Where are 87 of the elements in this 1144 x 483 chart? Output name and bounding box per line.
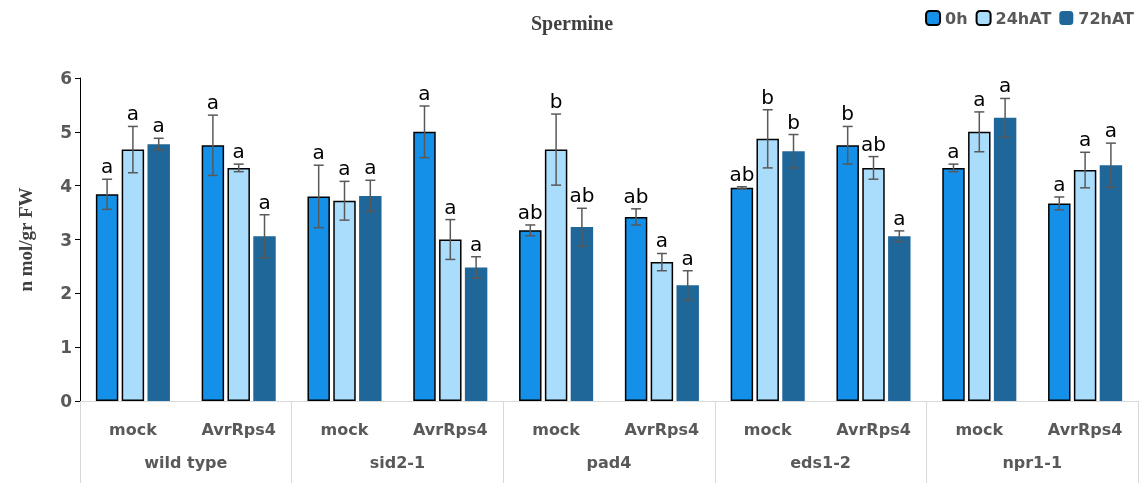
bar [993, 117, 1017, 401]
data-label: b [787, 109, 800, 134]
bar [95, 194, 119, 401]
bar [676, 285, 699, 401]
bar [756, 138, 779, 401]
bar [253, 236, 276, 401]
data-label: a [469, 231, 483, 256]
text: npr1-1 [1002, 452, 1063, 472]
data-label: a [338, 156, 351, 181]
text: eds1-2 [790, 452, 851, 472]
y-tick-label: 6 [60, 68, 72, 88]
data-label: a [364, 155, 377, 180]
bar [942, 167, 965, 401]
bar [359, 195, 382, 401]
bar [888, 236, 911, 401]
x-tick-label: AvrRps4 [201, 419, 276, 439]
legend-label: 0h [945, 8, 968, 28]
data-label: a [206, 90, 220, 115]
data-label: a [100, 154, 114, 179]
bar [624, 216, 648, 401]
data-label: ab [517, 199, 543, 224]
x-tick-label: AvrRps4 [836, 419, 911, 439]
bar [570, 227, 594, 401]
data-label: a [418, 80, 431, 105]
x-tick-label: mock [955, 419, 1004, 439]
text: pad4 [586, 452, 632, 472]
bar [1099, 165, 1123, 401]
legend-label: 72hAT [1078, 8, 1135, 28]
x-tick-label: AvrRps4 [413, 419, 488, 439]
x-tick-label: mock [109, 419, 158, 439]
data-label: ab [729, 161, 755, 186]
data-label: ab [569, 183, 595, 208]
bar [439, 239, 462, 401]
data-label: a [998, 73, 1012, 98]
chart-title: Spermine [530, 12, 614, 35]
data-label: a [973, 86, 986, 111]
data-label: b [761, 84, 775, 109]
bar [307, 196, 330, 401]
bar [333, 200, 356, 401]
y-tick-label: 5 [60, 121, 72, 142]
data-label: a [312, 140, 325, 165]
data-label: b [549, 89, 563, 114]
data-label: a [893, 205, 906, 230]
data-label: a [1053, 171, 1066, 196]
x-tick-label: mock [320, 419, 369, 439]
data-label: a [444, 194, 457, 219]
data-label: a [655, 228, 669, 253]
y-axis-title: n mol/gr FW [15, 187, 36, 292]
bar [519, 230, 542, 401]
data-label: ab [623, 183, 649, 208]
y-tick-label: 1 [60, 337, 72, 358]
data-label: a [152, 113, 165, 138]
bar [730, 187, 754, 401]
data-label: a [126, 101, 140, 126]
bar [1048, 203, 1071, 401]
data-label: ab [861, 131, 886, 156]
y-tick-label: 3 [60, 229, 72, 250]
y-tick-label: 2 [60, 283, 72, 304]
x-tick-label: mock [532, 419, 581, 439]
bar [650, 262, 674, 401]
bar [782, 151, 805, 401]
x-tick-label: AvrRps4 [1047, 419, 1123, 439]
x-tick-label: mock [743, 419, 792, 439]
data-label: a [1078, 127, 1092, 152]
x-tick-label: AvrRps4 [624, 419, 700, 439]
data-label: b [841, 101, 855, 126]
y-tick-label: 4 [60, 175, 73, 196]
bar [836, 145, 859, 401]
bar [147, 144, 170, 401]
data-label: a [232, 139, 245, 164]
bar [1073, 170, 1097, 401]
y-tick-label: 0 [60, 391, 73, 411]
bar [227, 167, 250, 401]
text: wild type [144, 452, 228, 472]
bar [544, 149, 568, 401]
data-label: a [681, 245, 694, 270]
bar [413, 131, 436, 401]
bar [201, 145, 225, 401]
data-label: a [1104, 118, 1118, 143]
text: sid2-1 [369, 452, 426, 472]
bar [121, 149, 145, 401]
data-label: a [258, 189, 271, 214]
bar [862, 167, 885, 401]
legend-label: 24hAT [995, 8, 1052, 28]
data-label: a [947, 139, 960, 164]
bar [968, 131, 991, 401]
bar [464, 267, 488, 401]
